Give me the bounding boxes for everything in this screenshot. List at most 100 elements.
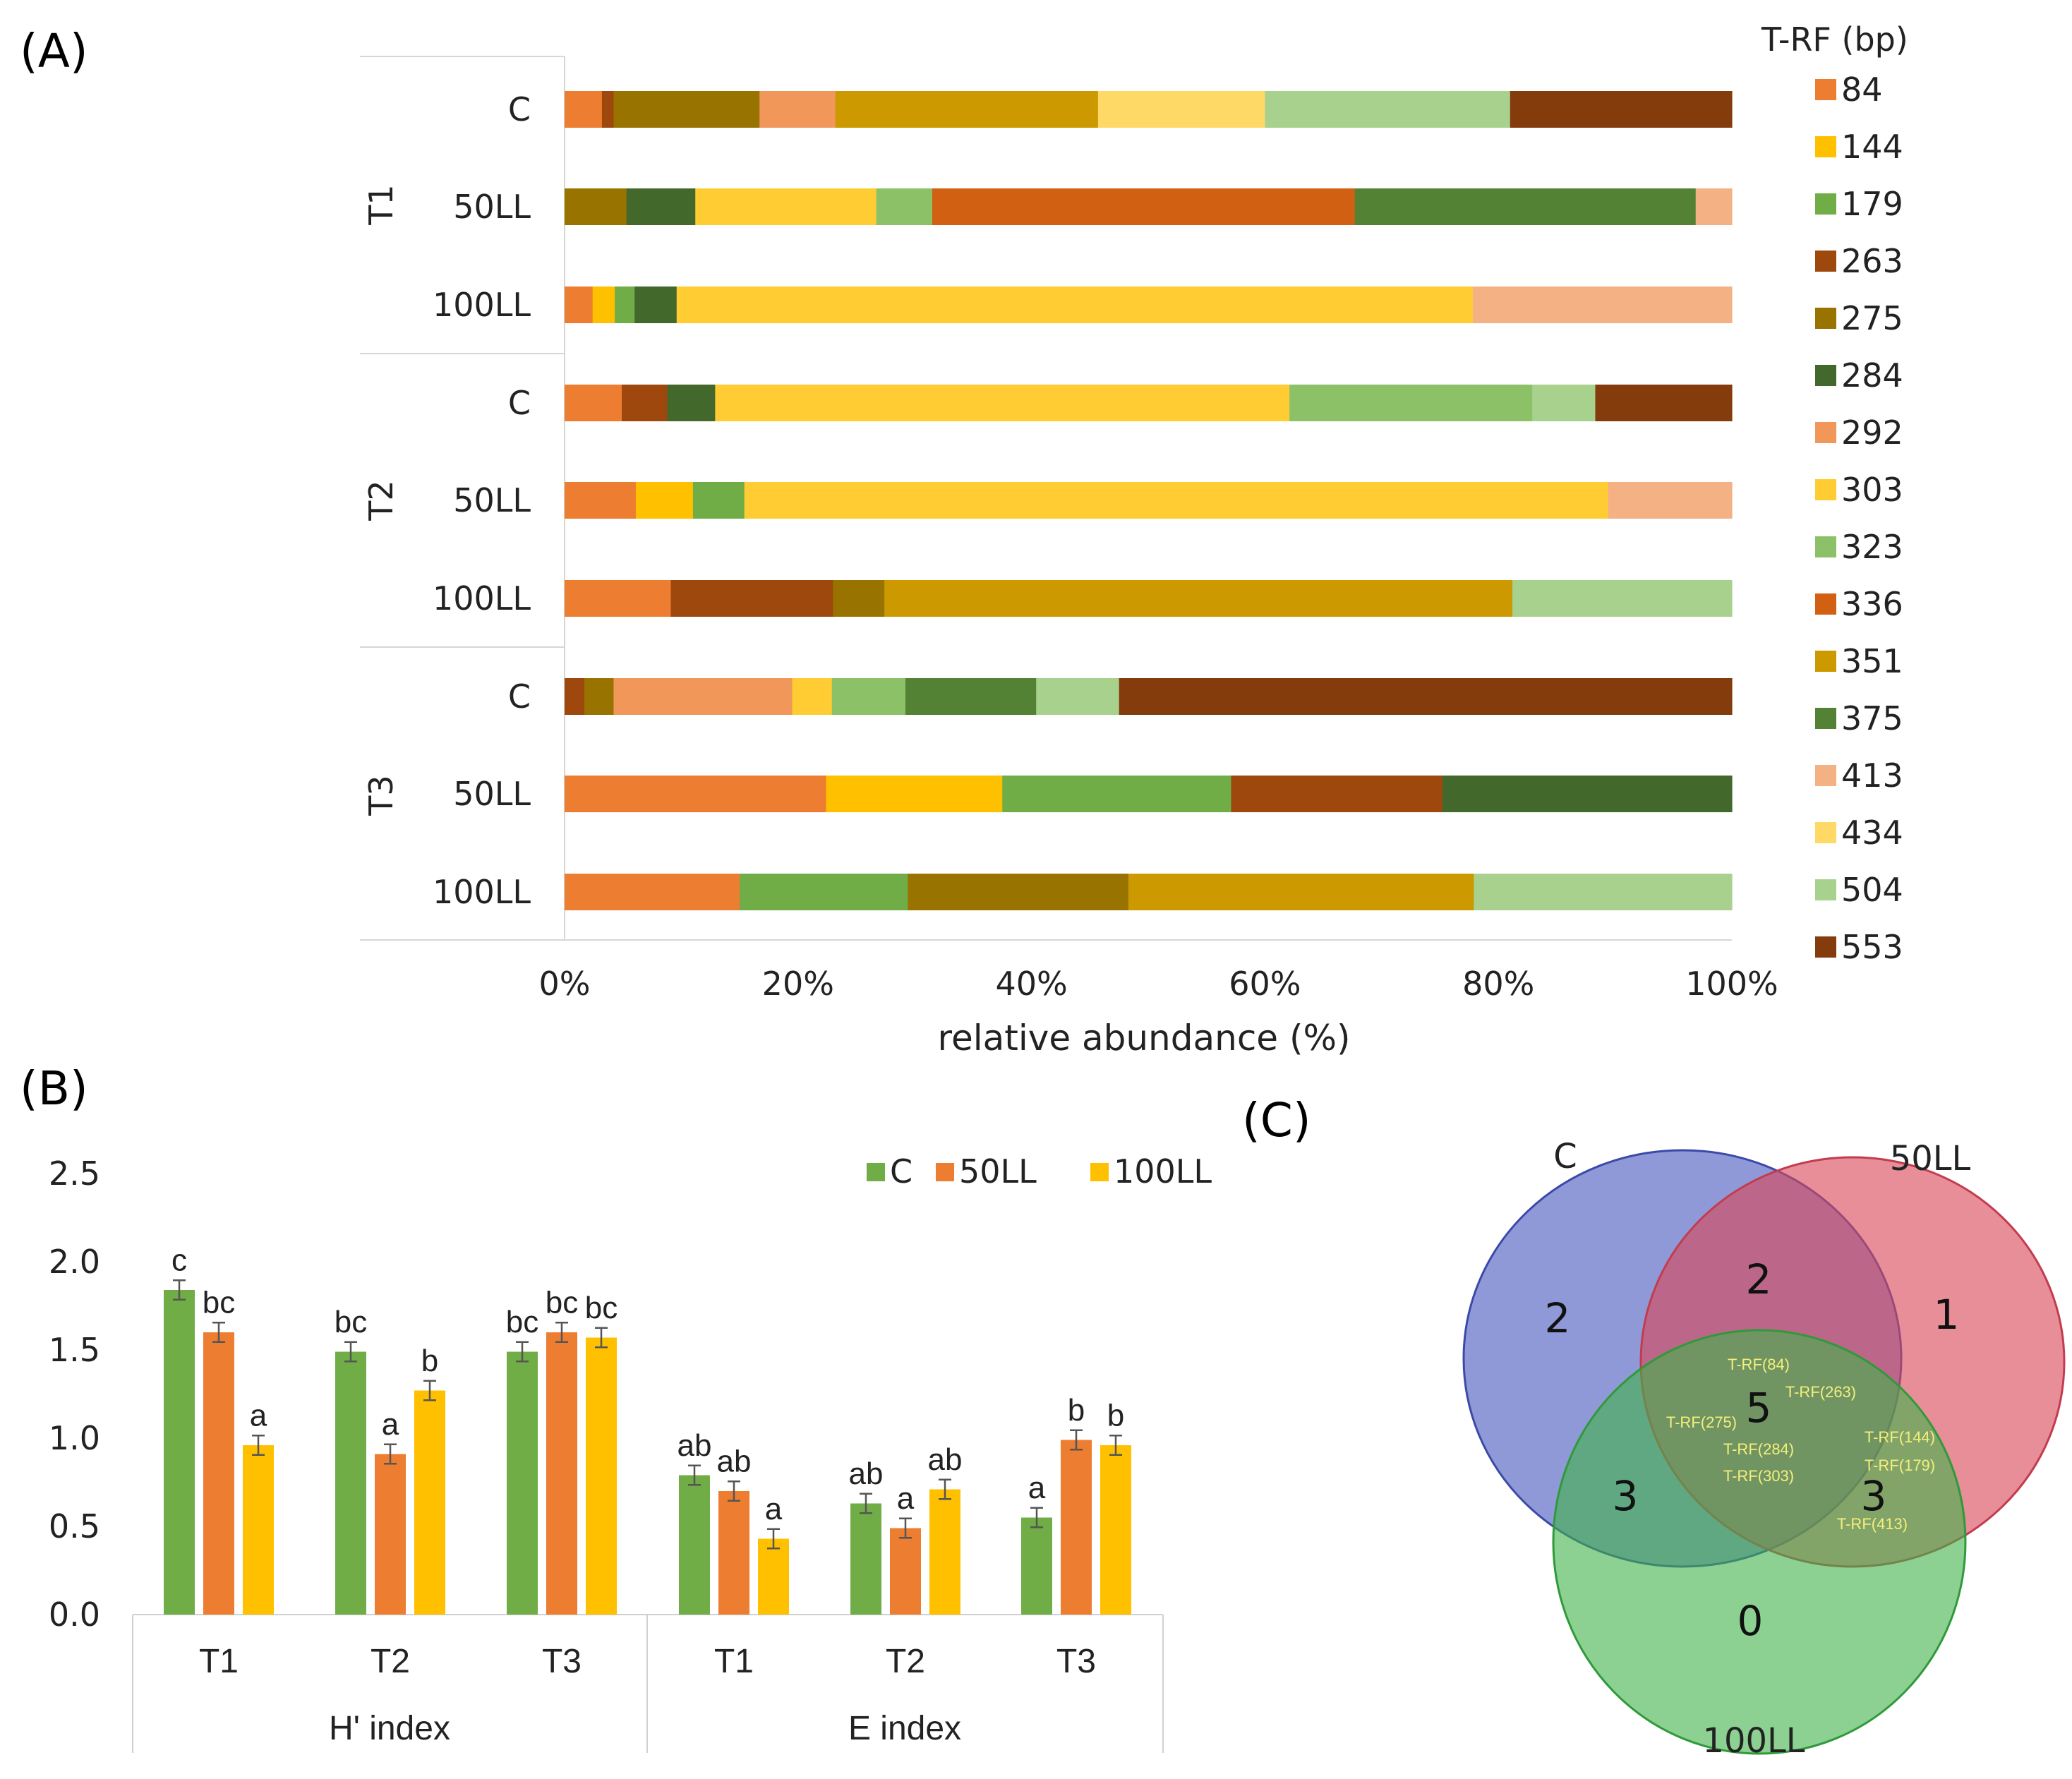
significance-letter: bc [335,1305,367,1339]
bar [414,1390,445,1615]
member-label: T-RF(144) [1865,1428,1935,1446]
row-label: C [508,677,531,716]
x-axis-ticks: 0% 20% 40% 60% 80% 100% [539,965,1778,1003]
bar-segment [932,188,1356,225]
legend-swatch [936,1163,954,1181]
member-label: T-RF(275) [1666,1413,1737,1431]
row-label: 50LL [453,775,531,813]
bar [375,1454,406,1615]
bar-segment [613,678,793,715]
legend-swatch [1815,136,1836,157]
legend-label: C [890,1152,912,1190]
legend-swatch [867,1163,885,1181]
x-category-label: T2 [371,1643,410,1680]
legend-swatch [1815,365,1836,386]
y-tick-label: 2.5 [49,1154,100,1193]
bar-segment [1608,482,1733,519]
bar-segment [565,91,603,128]
bar-segment [1474,874,1733,910]
bar [586,1337,617,1615]
legend-swatch [1815,251,1836,272]
count-c-100ll: 3 [1613,1472,1639,1520]
set-circle-100ll [1552,1329,1967,1755]
bar-segment [1595,385,1733,421]
bar-segment [1002,776,1232,812]
y-tick-label: 2.0 [49,1243,100,1281]
bar [243,1445,274,1615]
x-category-label: T2 [886,1643,925,1680]
x-category-label: T1 [199,1643,239,1680]
bar-segment [1472,287,1733,323]
bar-segment [615,287,635,323]
bar-segment [1532,385,1596,421]
bar-segment [695,188,877,225]
x-tick-label: 100% [1685,965,1778,1003]
x-category-label: T1 [714,1643,754,1680]
x-tick-label: 40% [995,965,1067,1003]
bar-segment [692,482,745,519]
member-label: T-RF(413) [1837,1515,1908,1533]
significance-letter: ab [677,1428,712,1463]
bar-segment [740,874,908,910]
count-c-only: 2 [1545,1294,1571,1342]
y-tick-label: 0.5 [49,1507,100,1545]
legend-label: 434 [1841,814,1903,852]
legend-label: 284 [1841,356,1903,394]
bar-segment [565,874,740,910]
row-label: C [508,384,531,422]
legend-label: 179 [1841,185,1903,223]
bar-segment [792,678,833,715]
bar-segment [635,482,694,519]
bar-segment [565,482,637,519]
panel-label-a: (A) [20,24,88,78]
significance-letter: bc [546,1285,578,1320]
bar-segment [565,678,585,715]
x-tick-label: 80% [1462,965,1534,1003]
panel-label-c: (C) [1242,1093,1311,1147]
legend-label: 303 [1841,471,1903,509]
bar-segment [565,385,622,421]
bar-segment [601,91,615,128]
bar-segment [884,580,1513,617]
bar [1021,1517,1052,1615]
count-50ll-only: 1 [1934,1291,1960,1339]
count-all: 5 [1746,1384,1772,1432]
member-label: T-RF(303) [1723,1467,1794,1485]
group-label: T3 [362,775,400,816]
legend-title: T-RF (bp) [1761,20,1908,59]
legend-label: 84 [1841,71,1883,109]
bar-segment [622,385,668,421]
grouped-bar-chart: 0.0 0.5 1.0 1.5 2.0 2.5 T1 T2 T3 T1 T2 T3 H' index E … [49,1152,1212,1753]
bar-segment [876,188,933,225]
legend-label: 375 [1841,699,1903,737]
bar [546,1332,577,1615]
bar-segment [670,580,834,617]
legend-label: 413 [1841,756,1903,795]
bar [718,1491,749,1615]
bar-segment [565,776,827,812]
bar [929,1489,960,1615]
bar-segment [592,287,615,323]
stacked-bar-chart: T1 T2 T3 C 50LL 100LL C 50LL 100LL C 50LL 100LL 0%… [360,20,1908,1059]
row-label: 100LL [433,579,531,617]
legend-swatch [1815,708,1836,729]
index-group-label: H' index [329,1710,450,1747]
venn-diagram: C 50LL 100LL 2 2 1 3 5 3 0 T-RF(84) T-RF… [1462,1137,2066,1761]
count-c-50ll: 2 [1746,1255,1772,1303]
bar [203,1332,234,1615]
bar-segment [831,678,906,715]
y-tick-label: 1.5 [49,1331,100,1369]
bar-segment [565,580,672,617]
set-label-50ll: 50LL [1890,1139,1971,1178]
row-label: C [508,90,531,128]
member-label: T-RF(263) [1785,1383,1856,1401]
bar-segment [1512,580,1733,617]
bar-segment [667,385,716,421]
significance-letter: a [250,1398,267,1433]
legend-swatch [1815,193,1836,215]
bar-segment [634,287,677,323]
bar-segment [1354,188,1697,225]
legend-label: 263 [1841,242,1903,280]
bar-segment [1695,188,1733,225]
